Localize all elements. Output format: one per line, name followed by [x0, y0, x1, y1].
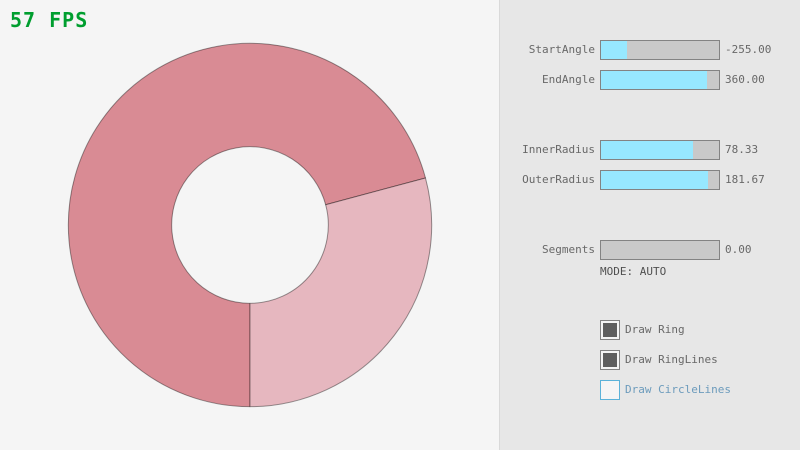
slider-row: EndAngle 360.00 — [500, 70, 800, 90]
slider-row: StartAngle -255.00 — [500, 40, 800, 60]
ring-chart — [67, 42, 433, 408]
checkbox-label: Draw Ring — [625, 323, 685, 336]
slider-row: OuterRadius 181.67 — [500, 170, 800, 190]
slider-label: StartAngle — [528, 43, 595, 56]
checkbox-checkmark — [603, 353, 617, 367]
checkbox-label: Draw RingLines — [625, 353, 718, 366]
ring-slice-light — [249, 177, 433, 408]
checkbox-draw-ring[interactable] — [600, 320, 620, 340]
checkbox-draw-ringlines[interactable] — [600, 350, 620, 370]
checkbox-draw-circlelines[interactable] — [600, 380, 620, 400]
mode-label: MODE: AUTO — [600, 265, 667, 278]
slider-fill — [601, 141, 693, 159]
checkbox-row: Draw Ring — [500, 320, 800, 340]
slider-value: 181.67 — [725, 173, 765, 186]
checkbox-label: Draw CircleLines — [625, 383, 731, 396]
slider-startangle[interactable] — [600, 40, 720, 60]
checkbox-checkmark — [603, 323, 617, 337]
slider-outerradius[interactable] — [600, 170, 720, 190]
ring-slice-dark — [67, 42, 427, 408]
slider-row: InnerRadius 78.33 — [500, 140, 800, 160]
slider-label: OuterRadius — [522, 173, 595, 186]
slider-label: InnerRadius — [522, 143, 595, 156]
slider-endangle[interactable] — [600, 70, 720, 90]
slider-innerradius[interactable] — [600, 140, 720, 160]
slider-fill — [601, 71, 707, 89]
checkbox-row: Draw RingLines — [500, 350, 800, 370]
slider-row: Segments 0.00 — [500, 240, 800, 260]
slider-label: Segments — [542, 243, 595, 256]
slider-segments[interactable] — [600, 240, 720, 260]
controls-panel: MODE: AUTO StartAngle -255.00 EndAngle 3… — [500, 0, 800, 450]
slider-fill — [601, 41, 627, 59]
slider-label: EndAngle — [542, 73, 595, 86]
checkbox-row: Draw CircleLines — [500, 380, 800, 400]
slider-value: 360.00 — [725, 73, 765, 86]
panel-divider — [499, 0, 500, 450]
slider-fill — [601, 171, 708, 189]
slider-value: 78.33 — [725, 143, 759, 156]
slider-value: -255.00 — [725, 43, 772, 56]
slider-value: 0.00 — [725, 243, 752, 256]
fps-counter: 57 FPS — [10, 8, 89, 32]
